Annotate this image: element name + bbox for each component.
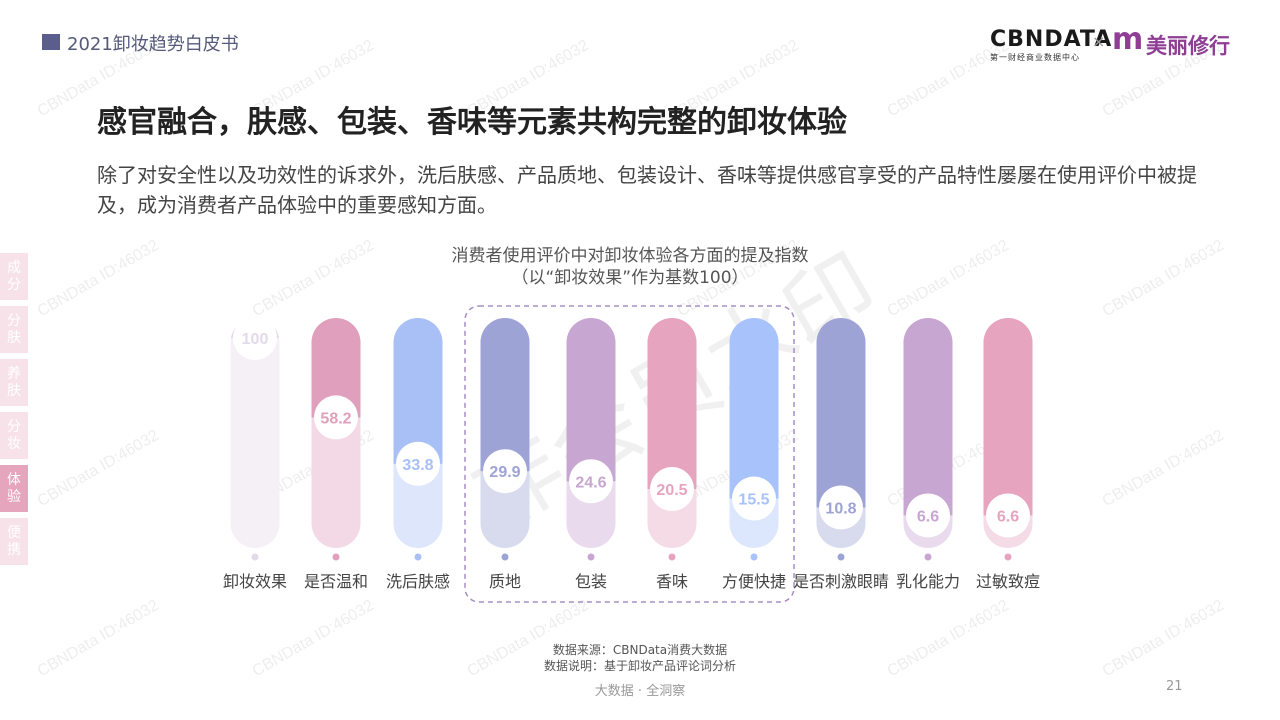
partner-logo-text: 美丽修行 [1146,34,1230,58]
category-label: 洗后肤感 [386,572,450,591]
data-label: 100 [242,331,269,348]
bar-group: 10.8 是否刺激眼睛 [793,318,889,591]
category-dot [924,553,932,561]
sidenav-item-label: 成分 [7,259,21,293]
data-label: 6.6 [917,508,939,525]
data-label: 20.5 [656,482,687,499]
bar-group: 58.2 是否温和 [304,318,368,591]
category-label: 过敏致痘 [976,572,1040,591]
category-label: 质地 [489,572,521,591]
sidenav-item-label: 分肤 [7,312,21,346]
category-dot [332,553,340,561]
partner-logo-mark: m [1112,22,1144,57]
category-dot [1004,553,1012,561]
category-label: 方便快捷 [722,572,786,591]
page-description: 除了对安全性以及功效性的诉求外，洗后肤感、产品质地、包装设计、香味等提供感官享受… [97,163,1197,217]
bar-group: 33.8 洗后肤感 [386,318,450,591]
category-dot [837,553,845,561]
data-note: 数据说明：基于卸妆产品评论词分析 [543,659,736,673]
chart-title: 消费者使用评价中对卸妆体验各方面的提及指数 [451,246,809,266]
sidenav-item-skin-care[interactable]: 养肤 [0,359,28,406]
bar [647,318,697,490]
data-label: 10.8 [825,500,856,517]
bar [816,318,866,508]
bar [983,318,1033,516]
category-label: 包装 [575,572,607,591]
chart-title-block: 消费者使用评价中对卸妆体验各方面的提及指数 （以“卸妆效果”作为基数100） [380,245,880,289]
bar-group: 6.6 过敏致痘 [976,318,1040,591]
bar-group: 100 卸妆效果 [223,316,287,591]
category-label: 是否温和 [304,572,368,591]
sidenav-item-label: 分妆 [7,418,21,452]
value-bubble [233,316,277,360]
value-bubble [732,476,776,521]
category-dot [251,553,259,561]
data-label: 58.2 [320,410,351,427]
value-bubble [906,493,950,538]
value-bubble [396,441,440,486]
bar [480,318,530,472]
bar [903,318,953,516]
bar-group: 15.5 方便快捷 [722,318,786,591]
cbndata-logo: CBNDATA [990,27,1113,52]
bar-group: 20.5 香味 [647,318,697,591]
section-sidenav: 成分 分肤 养肤 分妆 体验 便携 [0,253,28,571]
bar-group: 6.6 乳化能力 [896,318,960,591]
chart-subtitle: （以“卸妆效果”作为基数100） [511,268,749,288]
bar [393,318,443,464]
page-heading: 感官融合，肤感、包装、香味等元素共构完整的卸妆体验 [97,105,847,140]
data-source: 数据来源：CBNData消费大数据 [552,643,728,657]
data-label: 33.8 [402,457,433,474]
cbndata-logo-subtitle: 第一财经商业数据中心 [990,53,1080,62]
logo-separator: × [1092,32,1106,51]
category-dot [501,553,509,561]
bar [729,318,779,499]
bar-group: 24.6 包装 [566,318,616,591]
data-label: 29.9 [489,464,520,481]
sidenav-item-ingredients[interactable]: 成分 [0,253,28,300]
sidenav-item-label: 养肤 [7,365,21,399]
category-dot [414,553,422,561]
category-dot [587,553,595,561]
bar-group: 29.9 质地 [480,318,530,591]
data-label: 24.6 [575,474,606,491]
category-label: 香味 [656,572,688,591]
page-number: 21 [1166,679,1183,694]
category-dot [668,553,676,561]
category-dot [750,553,758,561]
value-bubble [569,459,613,504]
category-label: 是否刺激眼睛 [793,572,889,591]
category-label: 卸妆效果 [223,572,287,591]
sidenav-item-skin-type[interactable]: 分肤 [0,306,28,353]
value-bubble [483,449,527,494]
report-title: 2021卸妆趋势白皮书 [67,34,239,55]
sidenav-item-label: 便携 [7,524,21,558]
data-label: 15.5 [738,492,769,509]
bar-track [230,318,280,548]
value-bubble [650,467,694,512]
value-bubble [314,395,358,440]
footer-slogan: 大数据 · 全洞察 [594,684,686,699]
sidenav-item-experience[interactable]: 体验 [0,465,28,512]
sidenav-item-portable[interactable]: 便携 [0,518,28,565]
data-label: 6.6 [997,508,1019,525]
value-bubble [819,485,863,530]
header-marker [42,34,60,50]
sidenav-item-label: 体验 [7,471,21,505]
value-bubble [986,493,1030,538]
category-label: 乳化能力 [896,572,960,591]
sidenav-item-makeup-type[interactable]: 分妆 [0,412,28,459]
bar [566,318,616,482]
